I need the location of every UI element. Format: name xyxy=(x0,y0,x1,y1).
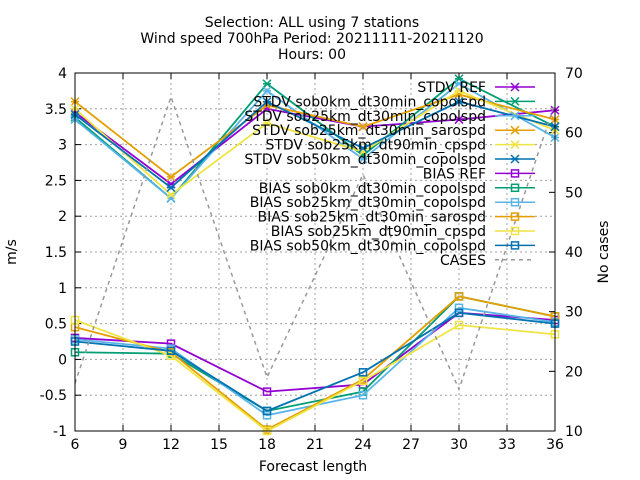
data-point xyxy=(262,406,272,416)
x-tick-label: 15 xyxy=(210,437,228,453)
series-line xyxy=(74,94,556,392)
plot-frame xyxy=(74,72,556,432)
legend-label: STDV sob0km_dt30min_copolspd xyxy=(253,94,486,110)
data-point xyxy=(166,351,176,361)
data-point xyxy=(262,97,272,107)
y-tick-label: 2 xyxy=(58,209,67,225)
data-point xyxy=(166,346,176,356)
legend-marker xyxy=(510,154,520,164)
x-tick-label: 18 xyxy=(258,437,276,453)
series-line xyxy=(74,295,556,431)
y-tick-label: 2.5 xyxy=(45,173,67,189)
legend-marker xyxy=(510,226,520,236)
y-tick-label: 0.5 xyxy=(45,317,67,333)
y2-tick-label: 50 xyxy=(565,185,583,201)
x-tick-label: 24 xyxy=(354,437,372,453)
legend-label: STDV sob25km_dt90min_cpspd xyxy=(265,138,486,154)
y-tick-label: 3 xyxy=(58,138,67,154)
y2-axis-ticks: 10 20 30 40 50 60 70 xyxy=(549,66,583,440)
x-tick-label: 21 xyxy=(306,437,324,453)
y-axis-label: m/s xyxy=(4,239,20,265)
data-point xyxy=(166,190,176,200)
x-tick-label: 36 xyxy=(546,437,564,453)
y2-tick-label: 60 xyxy=(565,126,583,142)
data-point xyxy=(454,97,464,107)
data-point xyxy=(454,308,464,318)
legend-label: BIAS sob0km_dt30min_copolspd xyxy=(259,181,486,197)
y-tick-label: 1 xyxy=(58,281,67,297)
chart-title-line-2: Wind speed 700hPa Period: 20211111-20211… xyxy=(140,31,483,47)
data-point xyxy=(166,183,176,193)
y-tick-label: 3.5 xyxy=(45,102,67,118)
legend-marker xyxy=(510,183,520,193)
legend-label: BIAS sob50km_dt30min_copolspd xyxy=(250,238,486,254)
legend-marker xyxy=(510,140,520,150)
y-tick-label: 4 xyxy=(58,66,67,82)
legend-marker xyxy=(510,241,520,250)
data-point xyxy=(358,390,368,400)
chart-title-line-1: Selection: ALL using 7 stations xyxy=(205,15,419,31)
series-12 xyxy=(74,94,556,392)
data-point xyxy=(454,86,464,96)
data-point xyxy=(262,118,272,128)
legend-label: BIAS sob25km_dt30min_copolspd xyxy=(250,195,486,211)
x-tick-label: 12 xyxy=(162,437,180,453)
data-point xyxy=(454,303,464,313)
legend-marker xyxy=(510,197,520,207)
data-point xyxy=(358,143,368,153)
y-tick-label: -1 xyxy=(53,424,67,440)
legend-label: BIAS sob25km_dt30min_sarospd xyxy=(258,210,487,226)
series-line xyxy=(74,107,556,186)
x-tick-label: 9 xyxy=(119,437,128,453)
chart-title-line-3: Hours: 00 xyxy=(278,47,346,63)
data-point xyxy=(262,387,272,396)
legend-label: STDV sob25km_dt30min_copolspd xyxy=(244,109,486,125)
y2-tick-label: 40 xyxy=(565,245,583,261)
data-point xyxy=(454,320,464,330)
x-tick-label: 33 xyxy=(498,437,516,453)
y-tick-label: -0.5 xyxy=(40,388,67,404)
data-point xyxy=(454,292,464,301)
legend-label: BIAS REF xyxy=(423,166,486,182)
x-tick-label: 30 xyxy=(450,437,468,453)
series-line xyxy=(74,311,556,412)
x-tick-label: 6 xyxy=(71,437,80,453)
data-point xyxy=(166,172,176,182)
legend-label: CASES xyxy=(440,253,486,269)
data-point xyxy=(358,368,368,377)
x-tick-label: 27 xyxy=(402,437,420,453)
y2-tick-label: 70 xyxy=(565,66,583,82)
data-point xyxy=(358,376,368,386)
data-point xyxy=(454,79,464,89)
legend-label: BIAS sob25km_dt90min_cpspd xyxy=(271,224,486,240)
legend-marker xyxy=(510,169,520,178)
legend-label: STDV REF xyxy=(417,80,486,96)
series-line xyxy=(74,100,556,189)
y2-tick-label: 30 xyxy=(565,305,583,321)
y2-tick-label: 20 xyxy=(565,364,583,380)
data-point xyxy=(454,115,464,125)
series-line xyxy=(74,89,556,196)
legend-marker xyxy=(510,212,520,221)
legend-marker xyxy=(510,96,520,106)
legend-marker xyxy=(510,111,520,121)
series-line xyxy=(74,93,556,178)
y2-axis-label: No cases xyxy=(596,221,612,284)
data-point xyxy=(358,122,368,132)
data-point xyxy=(262,86,272,96)
x-axis-label: Forecast length xyxy=(259,459,367,475)
y-axis-ticks: -1 -0.5 0 0.5 1 1.5 2 2.5 3 3.5 4 xyxy=(40,66,81,440)
series-layer xyxy=(70,74,560,436)
legend-label: STDV sob50km_dt30min_copolspd xyxy=(244,152,486,168)
legend-marker xyxy=(510,82,520,92)
legend-label: STDV sob25km_dt30min_sarospd xyxy=(252,123,486,139)
data-point xyxy=(358,154,368,164)
y-tick-label: 1.5 xyxy=(45,245,67,261)
legend-marker xyxy=(510,125,520,135)
y-tick-label: 0 xyxy=(58,352,67,368)
y2-tick-label: 10 xyxy=(565,424,583,440)
data-point xyxy=(262,79,272,89)
